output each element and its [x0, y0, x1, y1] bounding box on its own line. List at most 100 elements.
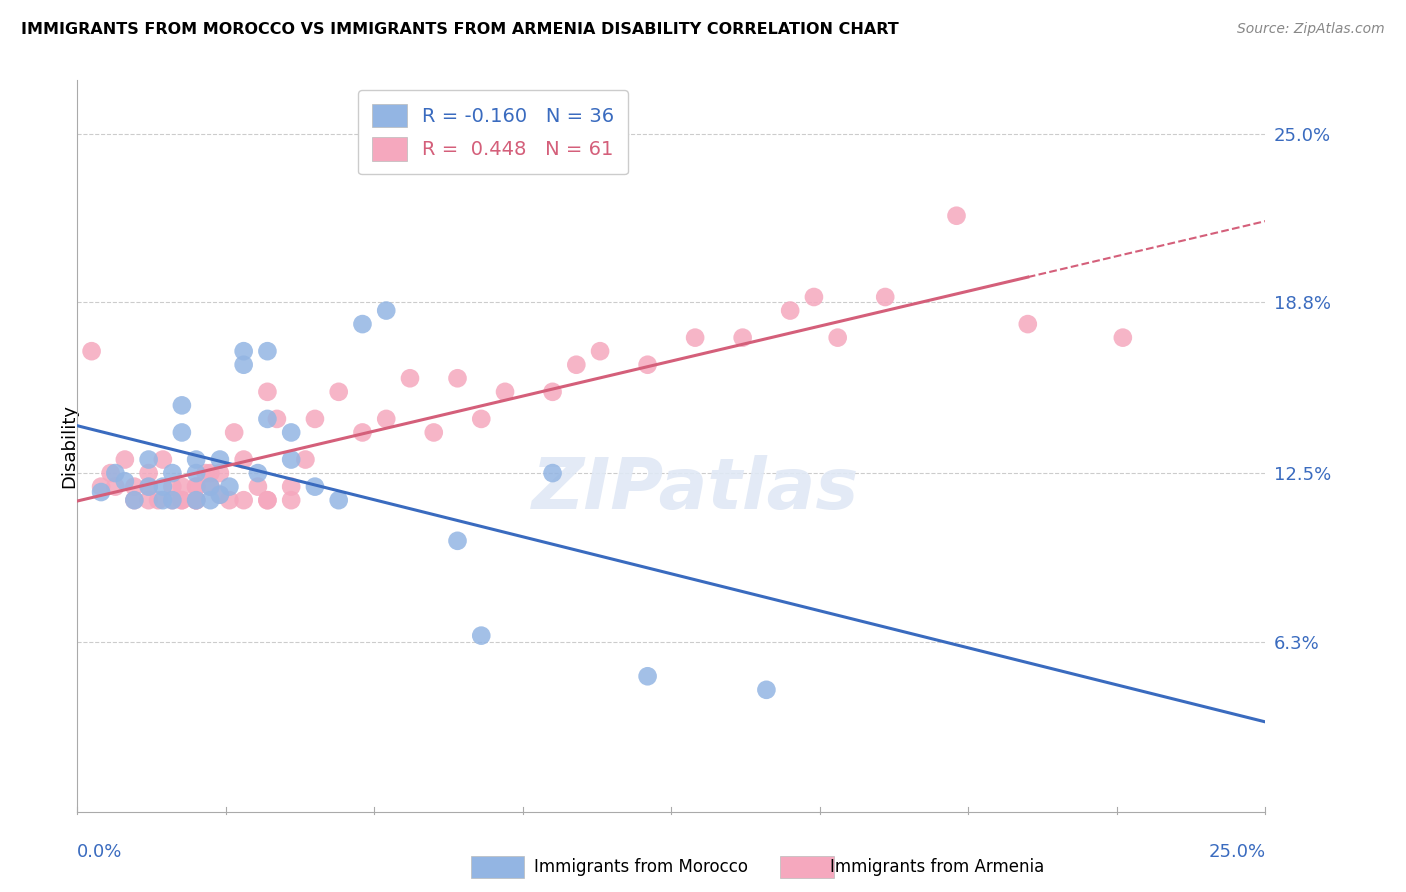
Point [200, 466, 222, 480]
Point [138, 452, 160, 467]
Point [637, 669, 659, 683]
Point [124, 493, 146, 508]
Point [186, 466, 208, 480]
Point [494, 384, 516, 399]
Point [218, 480, 240, 494]
Point [755, 682, 778, 697]
Point [683, 331, 706, 345]
Point [104, 480, 127, 494]
Point [80, 344, 103, 359]
Point [827, 331, 849, 345]
Text: 0.0%: 0.0% [77, 843, 122, 861]
Point [779, 303, 801, 318]
Point [200, 493, 222, 508]
Point [100, 466, 122, 480]
Point [280, 493, 302, 508]
Point [541, 466, 564, 480]
Point [218, 493, 240, 508]
Point [328, 493, 350, 508]
Point [294, 452, 316, 467]
Point [170, 493, 193, 508]
Point [186, 493, 208, 508]
Point [589, 344, 612, 359]
Point [162, 466, 184, 480]
Point [375, 303, 398, 318]
Point [162, 480, 184, 494]
Point [124, 480, 146, 494]
Point [138, 466, 160, 480]
Point [186, 480, 208, 494]
Point [194, 466, 217, 480]
Text: ZIPatlas: ZIPatlas [531, 456, 859, 524]
Point [90, 480, 112, 494]
Point [162, 493, 184, 508]
Legend: R = -0.160   N = 36, R =  0.448   N = 61: R = -0.160 N = 36, R = 0.448 N = 61 [359, 90, 628, 175]
Point [328, 384, 350, 399]
Point [352, 425, 374, 440]
Point [565, 358, 588, 372]
Point [114, 474, 136, 488]
Point [186, 493, 208, 508]
Point [200, 480, 222, 494]
Point [280, 480, 302, 494]
Point [256, 493, 278, 508]
Point [423, 425, 446, 440]
Point [637, 358, 659, 372]
Point [146, 493, 169, 508]
Point [90, 485, 112, 500]
Point [256, 412, 278, 426]
Point [208, 488, 231, 502]
Point [186, 493, 208, 508]
Point [152, 493, 174, 508]
Point [208, 488, 231, 502]
Point [1017, 317, 1039, 331]
Point [446, 371, 468, 385]
Point [352, 317, 374, 331]
Point [186, 480, 208, 494]
Point [304, 480, 326, 494]
Point [162, 493, 184, 508]
Point [170, 398, 193, 412]
Y-axis label: Disability: Disability [60, 404, 77, 488]
Text: Immigrants from Armenia: Immigrants from Armenia [830, 858, 1043, 876]
Point [170, 425, 193, 440]
Point [232, 452, 254, 467]
Point [232, 358, 254, 372]
Point [186, 493, 208, 508]
Point [470, 629, 492, 643]
Point [266, 412, 288, 426]
Point [945, 209, 967, 223]
Text: IMMIGRANTS FROM MOROCCO VS IMMIGRANTS FROM ARMENIA DISABILITY CORRELATION CHART: IMMIGRANTS FROM MOROCCO VS IMMIGRANTS FR… [21, 22, 898, 37]
Point [470, 412, 492, 426]
Point [208, 466, 231, 480]
Text: Immigrants from Morocco: Immigrants from Morocco [534, 858, 748, 876]
Point [246, 480, 269, 494]
Point [224, 425, 246, 440]
Point [256, 493, 278, 508]
Point [875, 290, 897, 304]
Point [446, 533, 468, 548]
Point [152, 452, 174, 467]
Point [304, 412, 326, 426]
Point [232, 493, 254, 508]
Text: Source: ZipAtlas.com: Source: ZipAtlas.com [1237, 22, 1385, 37]
Point [186, 452, 208, 467]
Point [200, 480, 222, 494]
Text: 25.0%: 25.0% [1208, 843, 1265, 861]
Point [375, 412, 398, 426]
Point [280, 452, 302, 467]
Point [170, 480, 193, 494]
Point [104, 466, 127, 480]
Point [246, 466, 269, 480]
Point [232, 344, 254, 359]
Point [114, 452, 136, 467]
Point [138, 480, 160, 494]
Point [256, 384, 278, 399]
Point [280, 425, 302, 440]
Point [152, 480, 174, 494]
Point [256, 344, 278, 359]
Point [731, 331, 754, 345]
Point [208, 452, 231, 467]
Point [1112, 331, 1135, 345]
Point [541, 384, 564, 399]
